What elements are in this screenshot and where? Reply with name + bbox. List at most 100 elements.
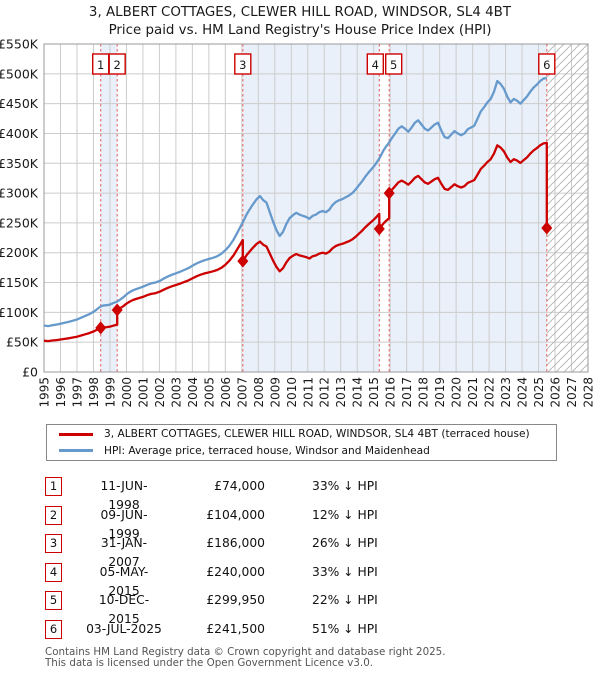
x-axis-year-label: 2004 (186, 377, 200, 408)
page-title: 3, ALBERT COTTAGES, CLEWER HILL ROAD, WI… (88, 5, 512, 20)
x-axis-year-label: 2013 (334, 377, 348, 408)
sale-diamond-marker (237, 254, 249, 268)
transaction-number-box-label: 1 (97, 58, 104, 72)
transaction-number-box (366, 53, 385, 75)
y-axis-label: £50K (6, 335, 39, 350)
transaction-number-box (384, 53, 403, 75)
transaction-number-box-label: 5 (390, 58, 397, 72)
x-axis-year-label: 2016 (384, 377, 398, 408)
x-axis-year-label: 2011 (301, 377, 315, 408)
transaction-price: £240,000 (206, 564, 265, 579)
x-axis-year-label: 2008 (252, 377, 266, 408)
transaction-hpi-diff: 26% ↓ HPI (312, 536, 378, 551)
y-axis-label: £250K (0, 215, 39, 230)
x-axis-year-label: 2005 (202, 377, 216, 408)
sale-diamond-marker (383, 186, 395, 200)
sale-diamond-marker (541, 221, 553, 235)
transaction-number-badge: 4 (45, 562, 62, 582)
transaction-hpi-diff: 33% ↓ HPI (312, 479, 378, 493)
transaction-hpi-diff: 33% ↓ HPI (312, 564, 378, 579)
y-axis-label: £550K (0, 37, 39, 52)
x-axis-year-label: 2019 (433, 377, 447, 408)
transaction-date: 11-JUN-1998 (100, 479, 148, 512)
table-row: 3 31-JAN-2007 £186,000 26% ↓ HPI (0, 534, 600, 569)
hpi-line-swatch (59, 449, 93, 453)
x-axis-year-label: 2010 (285, 377, 299, 408)
x-axis-year-label: 2001 (136, 377, 150, 408)
y-axis-label: £150K (0, 275, 39, 290)
x-axis-year-label: 2017 (400, 377, 414, 408)
x-axis-year-label: 1997 (70, 377, 84, 408)
x-axis-year-label: 2024 (516, 377, 530, 408)
x-axis-year-label: 2023 (499, 377, 513, 408)
transaction-number-badge: 1 (45, 477, 62, 496)
y-axis-label: £400K (0, 126, 39, 141)
y-axis-label: £0 (22, 365, 38, 380)
transaction-date: 03-JUL-2025 (86, 622, 162, 636)
transaction-price: £74,000 (214, 479, 265, 493)
x-axis-year-label: 2022 (483, 377, 497, 408)
x-axis-year-label: 2000 (120, 377, 134, 408)
transaction-price: £299,950 (206, 593, 265, 608)
legend-entry-price-paid: 3, ALBERT COTTAGES, CLEWER HILL ROAD, WI… (47, 427, 556, 442)
chart-legend: 3, ALBERT COTTAGES, CLEWER HILL ROAD, WI… (46, 424, 557, 461)
transaction-number-box-label: 4 (372, 58, 379, 72)
transaction-number-box-label: 2 (114, 58, 121, 72)
x-axis-year-label: 2025 (532, 377, 546, 408)
transaction-date: 05-MAY-2015 (99, 564, 149, 598)
transaction-hpi-diff: 22% ↓ HPI (312, 593, 378, 608)
x-axis-year-label: 2018 (417, 377, 431, 408)
y-axis-label: £350K (0, 156, 39, 171)
ownership-period-shading (242, 44, 380, 372)
price-vs-hpi-chart: 1 2 3 4 5 6 £0 £50K £100K £150K £200K £250K £300K £35… (0, 37, 596, 408)
transaction-number-box (234, 53, 252, 75)
transaction-number-box (108, 53, 126, 75)
x-axis-year-label: 2002 (153, 377, 167, 408)
x-axis-year-label: 2014 (351, 377, 365, 408)
table-row: 6 03-JUL-2025 £241,500 51% ↓ HPI (0, 620, 600, 639)
ownership-period-shading (389, 44, 547, 372)
x-axis-year-label: 1996 (54, 377, 68, 408)
x-axis-year-label: 1998 (87, 377, 101, 408)
x-axis-year-label: 2021 (466, 377, 480, 408)
y-axis-label: £200K (0, 245, 39, 260)
x-axis-year-label: 2026 (549, 377, 563, 408)
transaction-price: £186,000 (206, 536, 265, 551)
y-axis-label: £100K (0, 305, 39, 320)
price-paid-line-swatch (59, 432, 93, 436)
table-row: 5 10-DEC-2015 £299,950 22% ↓ HPI (0, 591, 600, 626)
y-axis-label: £500K (0, 66, 39, 81)
transaction-number-box-label: 6 (543, 58, 550, 72)
sale-diamond-marker (111, 303, 123, 317)
table-row: 1 11-JUN-1998 £74,000 33% ↓ HPI (0, 477, 600, 512)
x-axis-year-label: 2015 (367, 377, 381, 408)
x-axis-year-label: 2009 (268, 377, 282, 408)
x-axis-year-label: 2020 (450, 377, 464, 408)
hpi-line (43, 76, 548, 328)
copyright-line: Contains HM Land Registry data © Crown c… (45, 646, 446, 658)
licence-line: This data is licensed under the Open Gov… (45, 657, 374, 669)
x-axis-year-label: 2012 (318, 377, 332, 408)
transaction-price: £104,000 (206, 507, 265, 522)
x-axis-year-label: 1999 (103, 377, 117, 408)
transaction-price: £241,500 (206, 622, 265, 636)
plot-border (43, 43, 589, 373)
y-axis-label: £450K (0, 96, 39, 111)
page-subtitle: Price paid vs. HM Land Registry's House … (108, 23, 492, 38)
transaction-hpi-diff: 51% ↓ HPI (312, 622, 378, 636)
x-axis-year-label: 2003 (169, 377, 183, 408)
transaction-number-box-label: 3 (239, 58, 246, 72)
ownership-period-shading (100, 44, 118, 372)
sale-diamond-marker (373, 222, 385, 236)
legend-label-price-paid: 3, ALBERT COTTAGES, CLEWER HILL ROAD, WI… (104, 428, 530, 441)
legend-entry-hpi: HPI: Average price, terraced house, Wind… (47, 444, 556, 459)
y-axis-label: £300K (0, 186, 39, 201)
x-axis-year-label: 2006 (219, 377, 233, 408)
transaction-number-badge: 2 (45, 505, 62, 525)
transaction-date: 10-DEC-2015 (98, 593, 150, 627)
transaction-number-badge: 5 (45, 591, 62, 611)
future-hatch-region (546, 44, 588, 372)
transaction-number-box (538, 53, 556, 75)
transaction-date: 09-JUN-1999 (100, 507, 148, 541)
